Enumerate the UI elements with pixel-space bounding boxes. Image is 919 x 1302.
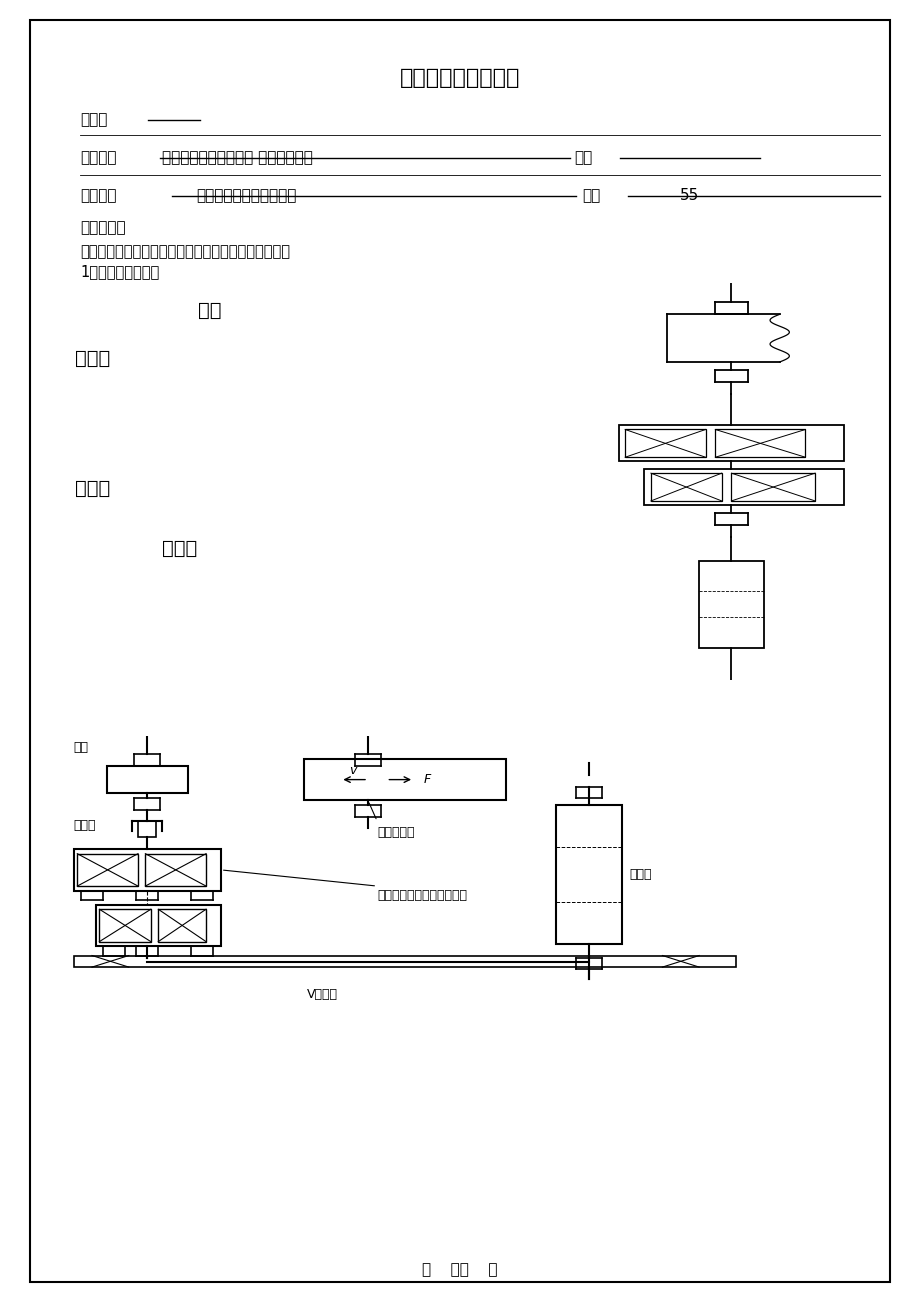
Text: 设计人: 设计人 [80,112,108,128]
Text: 电动机: 电动机 [162,539,197,557]
Text: 设计题目: 设计题目 [80,189,117,203]
Bar [731,473,814,501]
Bar [618,426,844,461]
Text: V带传动: V带传动 [306,988,337,1001]
Bar [555,805,621,944]
Text: 院（系）: 院（系） [80,151,117,165]
Bar [145,854,206,887]
Bar [698,561,763,648]
Bar [625,430,705,457]
Bar [715,430,805,457]
Text: v: v [349,764,357,777]
Bar [74,849,221,891]
Bar [99,909,151,941]
Bar [107,766,187,793]
Text: 同轴式二级圆柱齿轮减速器: 同轴式二级圆柱齿轮减速器 [377,889,467,902]
Text: 滚筒: 滚筒 [198,301,221,319]
Text: 机电动力与信息工程系 专业（班级）: 机电动力与信息工程系 专业（班级） [162,151,312,165]
Bar [74,956,735,967]
Text: 卷筒: 卷筒 [74,741,88,754]
Text: 联轴器: 联轴器 [74,819,96,832]
Text: 第    页共    页: 第 页共 页 [422,1263,497,1277]
Text: F: F [423,773,430,786]
Text: 机械设计课程任务书: 机械设计课程任务书 [400,68,519,89]
Text: 两级斜齿圆柱齿轮减速器: 两级斜齿圆柱齿轮减速器 [196,189,296,203]
Text: 原始数据：: 原始数据： [80,220,126,236]
Bar [138,822,156,837]
Bar [96,905,221,947]
Bar [77,854,138,887]
Text: 55: 55 [679,189,698,203]
Text: 带式输送机: 带式输送机 [377,827,414,840]
Text: 题号: 题号 [582,189,599,203]
Text: 减速器: 减速器 [75,349,110,367]
Text: 学号: 学号 [573,151,592,165]
Bar [158,909,206,941]
Text: 1、总体布置简图：: 1、总体布置简图： [80,264,159,280]
Text: 联轴器: 联轴器 [75,479,110,497]
Bar [303,759,505,801]
Bar [651,473,721,501]
Text: 一、设计一个用于带式运输机上的两级圆柱齿轮减速器: 一、设计一个用于带式运输机上的两级圆柱齿轮减速器 [80,245,289,259]
Bar [643,469,844,505]
Text: 电动机: 电动机 [629,868,651,881]
